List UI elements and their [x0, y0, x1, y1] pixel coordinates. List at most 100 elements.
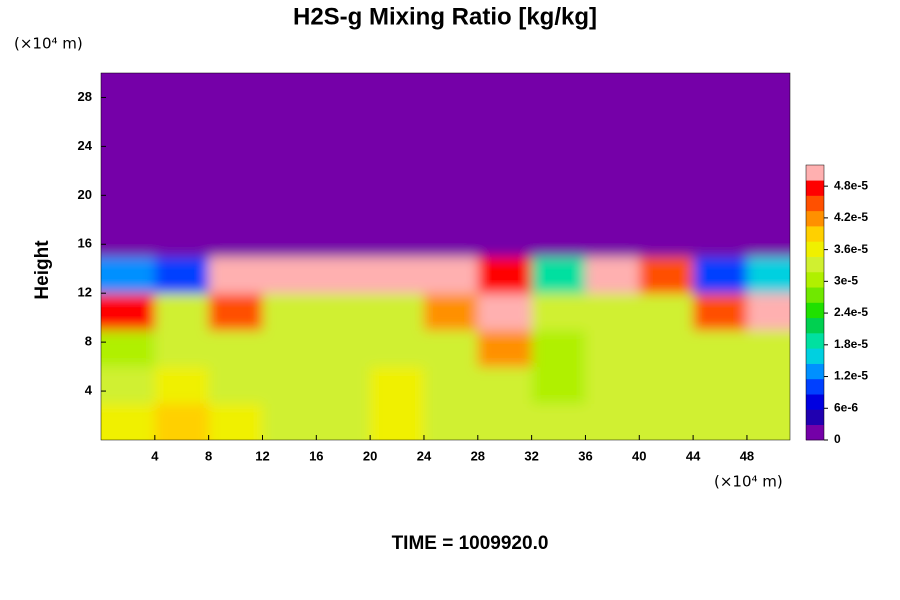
- y-tick-label: 24: [78, 138, 93, 153]
- heatmap-cell: [531, 329, 586, 368]
- x-tick-label: 36: [578, 448, 592, 463]
- heatmap-cell: [370, 219, 425, 257]
- heatmap-cells: [101, 73, 790, 440]
- colorbar-band: [806, 317, 824, 334]
- heatmap-cell: [423, 293, 479, 331]
- heatmap-cell: [262, 73, 317, 111]
- heatmap-cell: [316, 73, 371, 111]
- heatmap-cell: [585, 73, 640, 111]
- heatmap-cell: [746, 293, 790, 331]
- heatmap-cell: [746, 403, 790, 440]
- heatmap-cell: [370, 366, 425, 404]
- heatmap-cell: [208, 73, 263, 111]
- heatmap-cell: [316, 329, 371, 368]
- heatmap-cell: [370, 403, 425, 440]
- plot-frame: [100, 72, 791, 441]
- heatmap-cell: [262, 366, 317, 404]
- colorbar-band: [806, 378, 824, 395]
- colorbar-band: [806, 424, 824, 441]
- x-tick-label: 8: [205, 448, 212, 463]
- heatmap-cell: [316, 256, 371, 294]
- heatmap-cell: [101, 329, 156, 368]
- heatmap-cell: [746, 146, 790, 184]
- x-tick-label: 16: [309, 448, 323, 463]
- heatmap-cell: [639, 293, 694, 331]
- heatmap-cell: [531, 366, 586, 404]
- heatmap-cell: [316, 403, 371, 440]
- heatmap-cell: [746, 256, 790, 294]
- heatmap-cell: [477, 329, 533, 368]
- x-tick-label: 24: [417, 448, 432, 463]
- heatmap-cell: [262, 293, 317, 331]
- y-tick-label: 12: [78, 285, 92, 300]
- heatmap-cell: [746, 73, 790, 111]
- heatmap-cell: [101, 293, 156, 331]
- x-tick-label: 44: [686, 448, 701, 463]
- heatmap-cell: [531, 183, 586, 221]
- colorbar-tick-label: 6e-6: [834, 400, 858, 414]
- heatmap-cell: [477, 109, 533, 147]
- heatmap-cell: [585, 146, 640, 184]
- heatmap-cell: [423, 146, 479, 184]
- heatmap-cell: [693, 403, 748, 440]
- heatmap-cell: [693, 73, 748, 111]
- heatmap-cell: [154, 146, 210, 184]
- heatmap-cell: [101, 183, 156, 221]
- heatmap-cell: [262, 256, 317, 294]
- colorbar-band: [806, 394, 824, 410]
- heatmap-cell: [423, 329, 479, 368]
- heatmap-cell: [693, 256, 748, 294]
- heatmap-cell: [639, 366, 694, 404]
- heatmap-cell: [531, 109, 586, 147]
- heatmap-cell: [208, 183, 263, 221]
- heatmap-cell: [477, 256, 533, 294]
- heatmap-cell: [208, 146, 263, 184]
- heatmap-cell: [370, 146, 425, 184]
- heatmap-cell: [693, 109, 748, 147]
- heatmap-cell: [639, 109, 694, 147]
- heatmap-cell: [585, 403, 640, 440]
- heatmap-cell: [585, 293, 640, 331]
- heatmap-cell: [370, 329, 425, 368]
- colorbar-band: [806, 165, 824, 181]
- colorbar-band: [806, 195, 824, 212]
- heatmap-cell: [693, 293, 748, 331]
- heatmap-cell: [639, 146, 694, 184]
- colorbar-frame: [805, 164, 825, 441]
- heatmap-cell: [585, 109, 640, 147]
- colorbar-tick-label: 1.2e-5: [834, 369, 868, 383]
- heatmap-cell: [423, 219, 479, 257]
- footer-time: TIME = 1009920.0: [392, 533, 549, 554]
- heatmap-cell: [693, 219, 748, 257]
- heatmap-cell: [477, 403, 533, 440]
- heatmap-cell: [746, 329, 790, 368]
- colorbar-band: [806, 333, 824, 349]
- heatmap-cell: [639, 183, 694, 221]
- colorbar-tick-label: 3.6e-5: [834, 242, 868, 256]
- y-axis-label: Height: [32, 240, 53, 300]
- heatmap-cell: [531, 293, 586, 331]
- heatmap-cell: [585, 329, 640, 368]
- heatmap-cell: [370, 256, 425, 294]
- colorbar-tick-label: 4.8e-5: [834, 178, 868, 192]
- heatmap-cell: [693, 146, 748, 184]
- heatmap-cell: [154, 73, 210, 111]
- heatmap-cell: [531, 403, 586, 440]
- heatmap-cell: [316, 109, 371, 147]
- y-unit: (×10⁴ m): [14, 35, 83, 53]
- colorbar-band: [806, 409, 824, 426]
- heatmap-cell: [423, 366, 479, 404]
- colorbar-tick-label: 0: [834, 432, 841, 446]
- heatmap-cell: [370, 73, 425, 111]
- heatmap-cell: [370, 293, 425, 331]
- heatmap-cell: [585, 219, 640, 257]
- heatmap-cell: [262, 146, 317, 184]
- heatmap-cell: [208, 256, 263, 294]
- heatmap-cell: [746, 109, 790, 147]
- heatmap-cell: [101, 256, 156, 294]
- heatmap-cell: [639, 329, 694, 368]
- heatmap-cell: [423, 183, 479, 221]
- colorbar-band: [806, 180, 824, 196]
- heatmap-cell: [693, 366, 748, 404]
- x-tick-label: 32: [524, 448, 538, 463]
